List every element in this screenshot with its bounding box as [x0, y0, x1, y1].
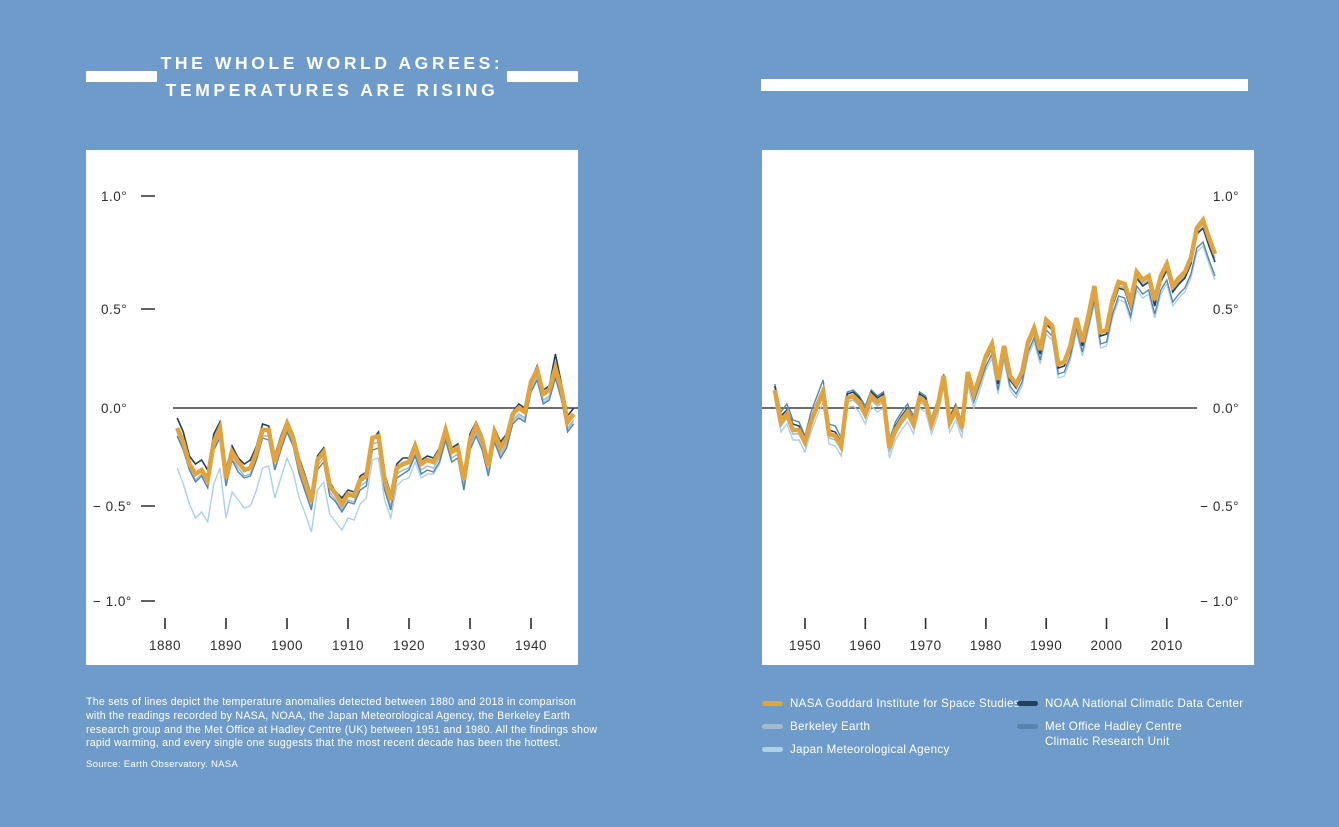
series-line-noaa-national-climatic-data-center: [176, 353, 575, 500]
x-tick-label: 1940: [515, 638, 547, 653]
x-tick-label: 1980: [970, 638, 1002, 653]
series-line-nasa-goddard-institute-for-space-studies: [772, 215, 1218, 453]
x-tick-label: 1990: [1030, 638, 1062, 653]
legend-label-berkeley: Berkeley Earth: [790, 720, 871, 733]
x-tick-label: 2000: [1090, 638, 1122, 653]
title-decoration-bar-right: [507, 71, 578, 82]
legend-label-jma: Japan Meteorological Agency: [790, 743, 950, 756]
legend-item-berkeley: Berkeley Earth: [762, 720, 870, 735]
legend-item-noaa: NOAA National Climatic Data Center: [1017, 697, 1243, 712]
nasa-color-swatch: [762, 701, 783, 706]
legend-label-metoffice-line1: Met Office Hadley Centre: [1045, 720, 1183, 733]
page-title: THE WHOLE WORLD AGREES: TEMPERATURES ARE…: [86, 50, 578, 104]
x-tick-label: 1970: [910, 638, 942, 653]
berkeley-color-swatch: [762, 724, 783, 729]
x-tick-label: 1910: [332, 638, 364, 653]
series-line-met-office-hadley-centre-climatic-research-unit: [176, 375, 575, 514]
chart-panel-1880-1947: 1.0° 0.5° 0.0° − 0.5° − 1.0° 1880 1890 1900 1910…: [86, 150, 578, 665]
y-tick-label: − 0.5°: [93, 499, 132, 514]
source-note: Source: Earth Observatory. NASA: [86, 759, 239, 770]
page-title-line2: TEMPERATURES ARE RISING: [165, 80, 499, 100]
metoffice-color-swatch: [1017, 724, 1038, 729]
temperature-anomaly-chart-right: 1.0° 0.5° 0.0° − 0.5° − 1.0° 1950 1960 1970 1980…: [762, 189, 1239, 653]
x-tick-label: 1890: [210, 638, 242, 653]
jma-color-swatch: [762, 747, 783, 752]
series-line-nasa-goddard-institute-for-space-studies: [175, 359, 576, 509]
y-tick-label: 0.0°: [101, 401, 127, 416]
y-tick-label: 0.5°: [101, 302, 127, 317]
y-tick-label: 0.5°: [1213, 302, 1239, 317]
chart-panel-1945-2018: 1.0° 0.5° 0.0° − 0.5° − 1.0° 1950 1960 1970 1980…: [762, 150, 1254, 665]
x-tick-label: 1880: [149, 638, 181, 653]
chart-caption: The sets of lines depict the temperature…: [86, 696, 598, 750]
x-tick-label: 1960: [849, 638, 881, 653]
x-tick-label: 1900: [271, 638, 303, 653]
x-tick-label: 1930: [454, 638, 486, 653]
temperature-anomaly-chart-left: 1.0° 0.5° 0.0° − 0.5° − 1.0° 1880 1890 1900 1910…: [93, 189, 578, 653]
series-line-berkeley-earth: [774, 222, 1216, 453]
legend-label-nasa: NASA Goddard Institute for Space Studies: [790, 697, 1020, 710]
legend-item-jma: Japan Meteorological Agency: [762, 743, 950, 758]
x-tick-label: 1920: [393, 638, 425, 653]
noaa-color-swatch: [1017, 701, 1038, 706]
series-line-berkeley-earth: [176, 371, 575, 512]
legend-item-nasa: NASA Goddard Institute for Space Studies: [762, 697, 1020, 712]
y-tick-label: − 0.5°: [1200, 499, 1239, 514]
series-line-met-office-hadley-centre-climatic-research-unit: [774, 240, 1216, 441]
legend-label-noaa: NOAA National Climatic Data Center: [1045, 697, 1244, 710]
page-title-line1: THE WHOLE WORLD AGREES:: [160, 53, 504, 73]
y-tick-label: 1.0°: [1213, 189, 1239, 204]
y-tick-label: 1.0°: [101, 189, 127, 204]
series-line-noaa-national-climatic-data-center: [774, 226, 1216, 445]
header-decoration-bar-right: [761, 79, 1248, 91]
legend-item-metoffice: Met Office Hadley Centre Climatic Resear…: [1017, 720, 1182, 749]
legend-label-metoffice-line2: Climatic Research Unit: [1045, 734, 1170, 748]
y-tick-label: 0.0°: [1213, 401, 1239, 416]
x-tick-label: 1950: [789, 638, 821, 653]
title-decoration-bar-left: [86, 71, 157, 82]
y-tick-label: − 1.0°: [93, 594, 132, 609]
y-tick-label: − 1.0°: [1200, 594, 1239, 609]
legend-label-metoffice: Met Office Hadley Centre Climatic Resear…: [1045, 720, 1182, 749]
x-tick-label: 2010: [1151, 638, 1183, 653]
